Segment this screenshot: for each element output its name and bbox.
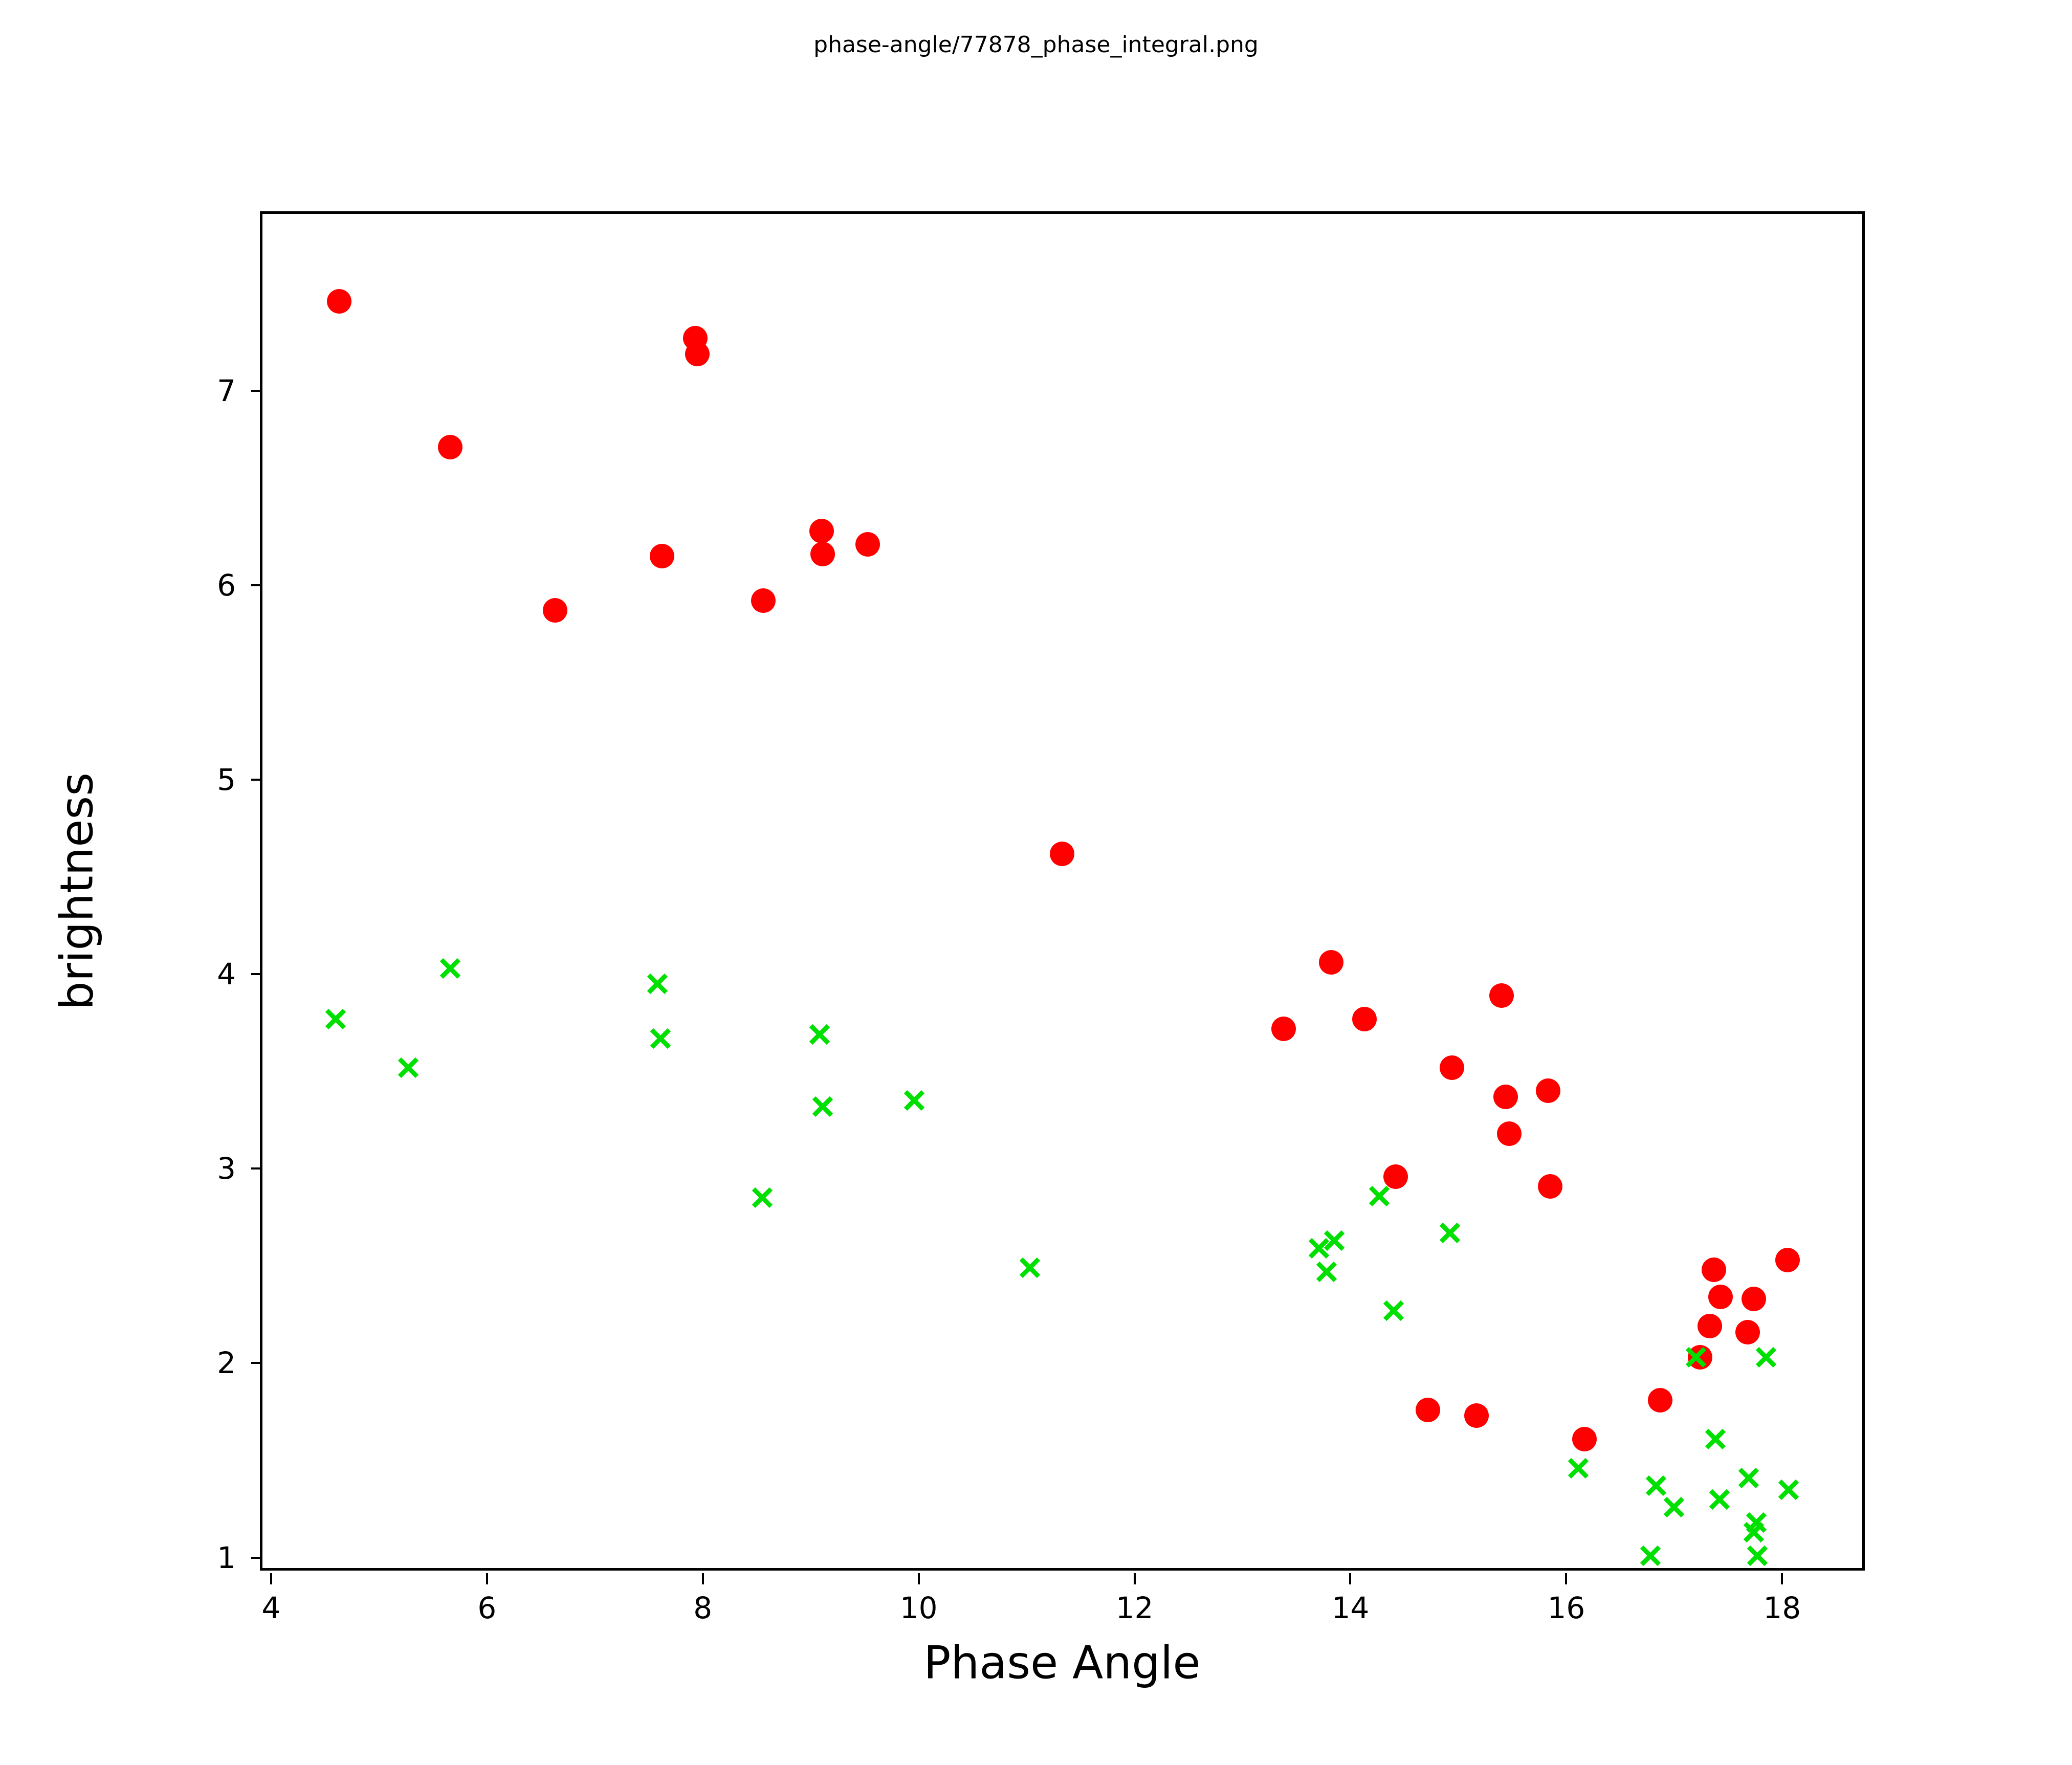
figure-title: phase-angle/77878_phase_integral.png xyxy=(813,32,1259,58)
x-tick-mark xyxy=(701,1573,704,1584)
data-point-circle xyxy=(810,542,835,567)
data-point-circle xyxy=(1708,1285,1733,1310)
y-tick-mark xyxy=(251,584,262,587)
data-point-cross xyxy=(1708,1488,1731,1511)
x-tick-label: 12 xyxy=(1115,1591,1154,1625)
data-point-circle xyxy=(855,532,880,557)
data-point-circle xyxy=(1537,1174,1562,1199)
data-point-circle xyxy=(1439,1055,1464,1080)
data-point-circle xyxy=(685,341,710,366)
data-point-cross xyxy=(808,1023,831,1046)
data-point-cross xyxy=(1644,1474,1668,1497)
data-point-circle xyxy=(1688,1345,1712,1370)
y-axis-label: brightness xyxy=(50,772,103,1010)
data-point-cross xyxy=(1307,1237,1331,1260)
y-tick-mark xyxy=(251,1362,262,1364)
data-point-circle xyxy=(326,289,351,314)
x-tick-mark xyxy=(1349,1573,1352,1584)
data-point-cross xyxy=(1368,1184,1391,1208)
data-point-cross xyxy=(1662,1495,1686,1519)
data-point-cross xyxy=(1018,1256,1042,1279)
data-point-circle xyxy=(1775,1248,1800,1273)
x-tick-label: 18 xyxy=(1763,1591,1801,1625)
x-tick-mark xyxy=(270,1573,272,1584)
data-point-circle xyxy=(1489,983,1514,1008)
y-axis-ticks: 1 2 3 4 5 6 7 xyxy=(217,214,1862,1575)
data-point-circle xyxy=(542,598,567,623)
data-point-circle xyxy=(1416,1397,1441,1422)
y-tick-label: 1 xyxy=(217,1540,236,1575)
y-tick-label: 3 xyxy=(217,1151,236,1186)
x-tick-label: 14 xyxy=(1331,1591,1370,1625)
x-tick-label: 4 xyxy=(261,1591,281,1625)
data-point-cross xyxy=(438,957,462,980)
data-point-circle xyxy=(1535,1078,1560,1104)
data-point-cross xyxy=(1745,1511,1768,1534)
x-tick-label: 8 xyxy=(693,1591,713,1625)
data-point-circle xyxy=(751,588,776,613)
data-point-cross xyxy=(649,1027,672,1050)
data-point-cross xyxy=(1704,1427,1727,1451)
data-point-cross xyxy=(1315,1260,1338,1284)
y-tick-mark xyxy=(251,1556,262,1559)
x-tick-mark xyxy=(486,1573,488,1584)
data-point-circle xyxy=(1697,1314,1722,1339)
data-point-circle xyxy=(438,435,463,460)
y-tick-label: 5 xyxy=(217,762,236,798)
y-tick-label: 7 xyxy=(217,373,236,408)
x-tick-mark xyxy=(917,1573,920,1584)
y-tick-mark xyxy=(251,389,262,392)
y-tick-label: 2 xyxy=(217,1345,236,1381)
data-point-circle xyxy=(1383,1164,1408,1189)
data-point-circle xyxy=(1493,1084,1518,1109)
data-point-cross xyxy=(751,1186,774,1209)
data-point-cross xyxy=(1746,1544,1769,1568)
data-point-cross xyxy=(396,1056,420,1079)
data-point-cross xyxy=(1438,1221,1462,1245)
data-point-circle xyxy=(1464,1403,1489,1428)
data-point-circle xyxy=(1352,1006,1377,1031)
data-point-circle xyxy=(1647,1387,1672,1413)
data-point-cross xyxy=(1737,1466,1760,1490)
data-point-circle xyxy=(1496,1121,1522,1146)
data-point-cross xyxy=(1684,1345,1708,1369)
data-point-cross xyxy=(324,1007,347,1031)
data-point-cross xyxy=(1382,1299,1405,1322)
data-point-circle xyxy=(1271,1016,1296,1041)
x-tick-label: 16 xyxy=(1547,1591,1585,1625)
data-point-cross xyxy=(902,1089,926,1112)
data-point-cross xyxy=(1777,1478,1800,1502)
data-point-circle xyxy=(1735,1319,1760,1344)
data-point-cross xyxy=(1639,1544,1662,1568)
data-point-cross xyxy=(1754,1345,1778,1369)
data-point-circle xyxy=(809,518,834,543)
x-tick-label: 10 xyxy=(899,1591,938,1625)
data-point-cross xyxy=(646,972,669,996)
data-point-cross xyxy=(1567,1457,1590,1480)
data-point-circle xyxy=(1318,950,1343,975)
y-tick-label: 4 xyxy=(217,957,236,992)
data-point-circle xyxy=(1050,841,1075,866)
scatter-data-layer xyxy=(262,214,1862,1568)
data-point-circle xyxy=(1702,1257,1727,1283)
x-axis-label: Phase Angle xyxy=(923,1636,1201,1689)
data-point-cross xyxy=(1322,1229,1346,1252)
y-tick-mark xyxy=(251,973,262,976)
x-tick-mark xyxy=(1133,1573,1136,1584)
x-tick-label: 6 xyxy=(477,1591,497,1625)
x-tick-mark xyxy=(1565,1573,1568,1584)
y-tick-mark xyxy=(251,1167,262,1170)
x-tick-mark xyxy=(1781,1573,1783,1584)
data-point-cross xyxy=(811,1095,834,1118)
data-point-circle xyxy=(1572,1426,1597,1451)
y-tick-label: 6 xyxy=(217,568,236,603)
data-point-circle xyxy=(649,544,674,568)
y-tick-mark xyxy=(251,779,262,781)
data-point-circle xyxy=(1742,1287,1767,1312)
